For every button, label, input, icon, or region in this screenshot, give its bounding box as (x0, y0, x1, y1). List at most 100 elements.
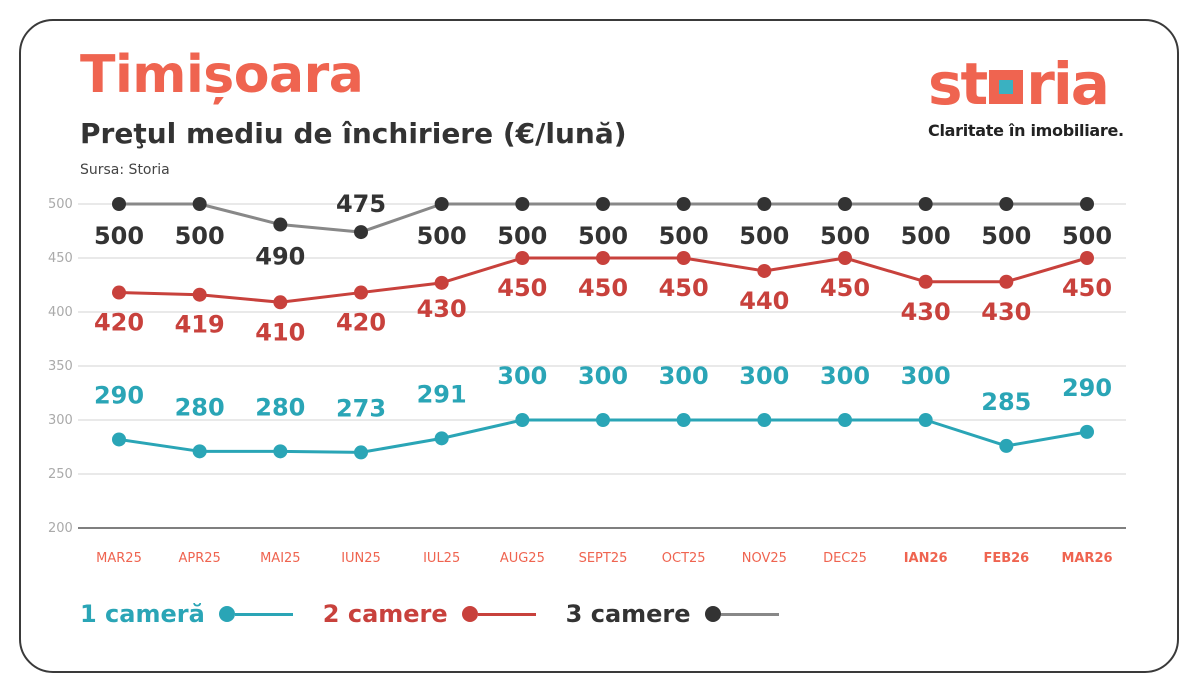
data-point-three-rooms (273, 217, 288, 232)
chart-title: Timișoara (80, 45, 364, 105)
y-tick-label: 450 (48, 251, 73, 266)
data-label-one-room: 290 (94, 381, 144, 409)
y-tick-label: 350 (48, 359, 73, 374)
data-label-three-rooms: 475 (336, 190, 386, 218)
data-label-two-rooms: 410 (255, 318, 305, 346)
data-point-one-room (273, 444, 288, 459)
data-point-two-rooms (999, 274, 1014, 289)
chart-subtitle: Preţul mediu de închiriere (€/lună) (80, 117, 627, 150)
data-label-two-rooms: 450 (497, 274, 547, 302)
data-label-two-rooms: 420 (94, 309, 144, 337)
data-label-three-rooms: 500 (578, 222, 628, 250)
data-label-two-rooms: 419 (175, 311, 225, 339)
data-point-two-rooms (354, 285, 368, 300)
data-label-one-room: 300 (739, 362, 789, 390)
data-point-three-rooms (999, 197, 1014, 211)
data-label-one-room: 300 (659, 362, 709, 390)
y-tick-label: 300 (48, 413, 73, 428)
data-label-two-rooms: 420 (336, 309, 386, 337)
data-label-three-rooms: 500 (175, 222, 225, 250)
data-label-two-rooms: 440 (739, 287, 789, 315)
y-tick-label: 200 (48, 521, 73, 536)
x-tick-label: MAI25 (260, 551, 301, 566)
x-tick-label: SEPT25 (579, 551, 628, 566)
data-point-one-room (596, 413, 610, 427)
data-label-one-room: 285 (981, 388, 1031, 416)
data-point-two-rooms (676, 251, 691, 265)
y-tick-label: 250 (48, 467, 73, 482)
data-point-three-rooms (434, 197, 449, 211)
legend-item-two-rooms: 2 camere (323, 600, 536, 628)
logo-word-left: st (928, 50, 988, 118)
data-label-two-rooms: 430 (417, 295, 467, 323)
data-label-two-rooms: 430 (901, 298, 951, 326)
data-point-three-rooms (596, 197, 610, 211)
data-label-two-rooms: 450 (659, 274, 709, 302)
data-label-one-room: 300 (578, 362, 628, 390)
data-point-one-room (838, 413, 852, 427)
data-point-two-rooms (192, 287, 207, 302)
data-point-three-rooms (918, 197, 933, 211)
logo-tagline: Claritate în imobiliare. (928, 121, 1124, 140)
data-point-three-rooms (192, 197, 207, 211)
x-tick-label: MAR26 (1061, 551, 1112, 566)
y-tick-label: 400 (48, 305, 73, 320)
x-tick-label: FEB26 (983, 551, 1029, 566)
data-point-one-room (757, 413, 772, 427)
y-tick-label: 500 (48, 197, 73, 212)
data-point-one-room (918, 413, 933, 427)
data-point-three-rooms (112, 197, 126, 211)
legend-marker-three-rooms (704, 606, 779, 622)
data-label-three-rooms: 500 (1062, 222, 1112, 250)
legend-item-three-rooms: 3 camere (566, 600, 779, 628)
data-point-one-room (999, 438, 1014, 453)
data-point-three-rooms (515, 197, 530, 211)
data-point-two-rooms (1080, 251, 1094, 265)
data-label-one-room: 300 (901, 362, 951, 390)
x-tick-label: DEC25 (823, 551, 867, 566)
data-point-two-rooms (918, 274, 933, 289)
data-label-one-room: 280 (255, 393, 305, 421)
x-tick-label: MAR25 (96, 551, 142, 566)
data-label-one-room: 273 (336, 394, 386, 422)
data-point-three-rooms (838, 197, 852, 211)
data-label-one-room: 291 (417, 380, 467, 408)
data-label-two-rooms: 450 (1062, 274, 1112, 302)
data-point-two-rooms (757, 263, 772, 278)
legend-item-one-room: 1 cameră (80, 600, 293, 628)
data-point-one-room (192, 444, 207, 459)
data-point-three-rooms (1080, 197, 1094, 211)
data-label-one-room: 290 (1062, 374, 1112, 402)
data-point-two-rooms (515, 251, 530, 265)
data-label-three-rooms: 500 (497, 222, 547, 250)
data-label-two-rooms: 430 (981, 298, 1031, 326)
data-label-two-rooms: 450 (578, 274, 628, 302)
legend-marker-one-room (218, 606, 293, 622)
data-label-three-rooms: 500 (820, 222, 870, 250)
logo-wordmark: st ria (928, 55, 1128, 113)
logo-word-right: ria (1026, 50, 1110, 118)
legend: 1 cameră 2 camere 3 camere (80, 600, 809, 628)
x-tick-label: APR25 (179, 551, 221, 566)
x-tick-label: IUN25 (341, 551, 381, 566)
data-label-three-rooms: 500 (94, 222, 144, 250)
legend-label-three-rooms: 3 camere (565, 600, 691, 628)
chart-card (19, 19, 1179, 673)
x-tick-label: IAN26 (904, 551, 948, 566)
data-point-two-rooms (596, 251, 610, 265)
data-point-one-room (515, 413, 530, 427)
logo-square-o-icon (989, 70, 1024, 104)
data-point-three-rooms (354, 225, 368, 240)
x-tick-label: OCT25 (662, 551, 706, 566)
data-point-two-rooms (838, 251, 852, 265)
data-point-three-rooms (676, 197, 691, 211)
legend-label-two-rooms: 2 camere (322, 600, 448, 628)
data-point-two-rooms (434, 275, 449, 290)
data-label-one-room: 300 (497, 362, 547, 390)
data-label-three-rooms: 490 (255, 243, 305, 271)
legend-marker-two-rooms (461, 606, 536, 622)
storia-logo: st ria Claritate în imobiliare. (928, 55, 1128, 145)
data-label-three-rooms: 500 (739, 222, 789, 250)
data-point-three-rooms (757, 197, 772, 211)
